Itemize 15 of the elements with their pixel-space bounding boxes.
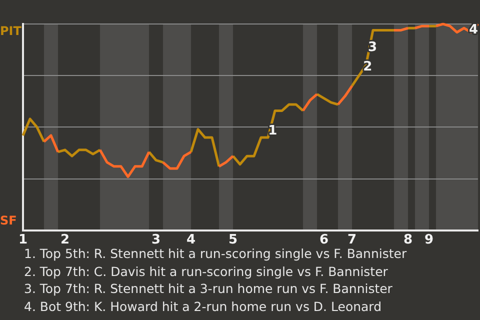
x-tick-label: 9 — [424, 232, 434, 248]
text: 3. Top 7th: R. Stennett hit a 3-run home run vs F. Bannister — [24, 280, 394, 298]
text: SF — [0, 214, 17, 228]
text: 2. Top 7th: C. Davis hit a run-scoring single vs F. Bannister — [24, 262, 389, 280]
x-tick-label: 1 — [18, 232, 28, 248]
text: PIT — [0, 24, 22, 38]
x-tick-label: 3 — [151, 232, 161, 248]
text: 4. Bot 9th: K. Howard hit a 2-run home run vs D. Leonard — [24, 298, 383, 315]
x-tick-label: 6 — [319, 232, 329, 248]
x-tick-label: 4 — [186, 232, 196, 248]
text: 1. Top 5th: R. Stennett hit a run-scoring single vs F. Bannister — [24, 245, 407, 262]
x-tick-label: 2 — [60, 232, 70, 248]
x-tick-label: 8 — [403, 232, 413, 248]
x-tick-label: 5 — [228, 232, 238, 248]
x-tick-label: 7 — [347, 232, 357, 248]
